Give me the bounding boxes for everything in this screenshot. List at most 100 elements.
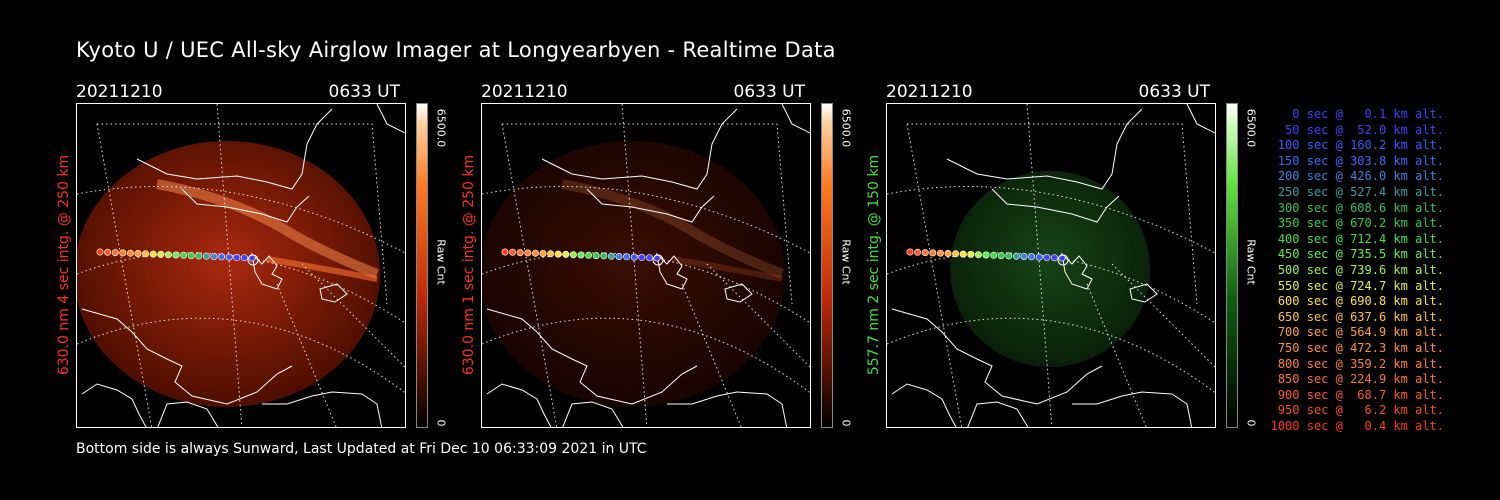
aurora-arc: [156, 179, 379, 279]
trajectory-dot: [149, 250, 157, 258]
trajectory-dot: [142, 250, 150, 258]
graticule: [77, 104, 405, 427]
trajectory-dot: [1020, 253, 1028, 261]
aurora-band: [266, 256, 378, 282]
legend-row: 350 sec @ 670.2 km alt.: [1277, 216, 1444, 231]
trajectory-dot: [210, 253, 218, 261]
legend-row: 700 sec @ 564.9 km alt.: [1277, 325, 1444, 340]
panel-1-svg: [77, 104, 405, 427]
panel-1-date: 20211210: [76, 82, 163, 102]
legend-row: 1000 sec @ 0.4 km alt.: [1270, 418, 1444, 433]
panel-3-image: [886, 103, 1216, 428]
trajectory-dot: [195, 252, 203, 260]
trajectory-dot: [577, 251, 585, 259]
legend-row: 450 sec @ 735.5 km alt.: [1277, 247, 1444, 262]
trajectory-dot: [944, 250, 952, 258]
panel-3-svg: [887, 104, 1215, 427]
trajectory-dot: [569, 251, 577, 259]
legend-row: 400 sec @ 712.4 km alt.: [1277, 231, 1444, 246]
trajectory-dot: [202, 252, 210, 260]
panel-2-svg: [482, 104, 810, 427]
trajectory-dot: [554, 250, 562, 258]
trajectory-dot: [562, 250, 570, 258]
trajectory-dot: [914, 248, 922, 256]
trajectory-dot: [187, 252, 195, 260]
trajectory-dot: [921, 249, 929, 257]
sky-glow: [950, 171, 1150, 367]
trajectory-dot: [531, 249, 539, 257]
station-marker: [247, 254, 259, 266]
trajectory-dot: [225, 253, 233, 261]
trajectory-dot: [516, 249, 524, 257]
legend-row: 850 sec @ 224.9 km alt.: [1277, 372, 1444, 387]
trajectory-dot: [1050, 254, 1058, 262]
trajectory-dot: [607, 252, 615, 260]
sky-glow: [77, 141, 380, 407]
legend-row: 250 sec @ 527.4 km alt.: [1277, 184, 1444, 199]
trajectory-dot: [990, 251, 998, 259]
panel-3-date: 20211210: [886, 82, 973, 102]
panel-1-ylabel: 630.0 nm 4 sec intg. @ 250 km: [56, 154, 72, 376]
legend-row: 500 sec @ 739.6 km alt.: [1277, 262, 1444, 277]
panel-2-colorbar-unit: Raw Cnt: [839, 239, 853, 285]
trajectory-dot: [218, 253, 226, 261]
panel-1-colorbar-unit: Raw Cnt: [434, 239, 448, 285]
trajectory-dot: [1005, 252, 1013, 260]
trajectory-dot: [1043, 253, 1051, 261]
trajectory-dot: [157, 250, 165, 258]
station-marker: [652, 254, 664, 266]
trajectory-dot: [539, 250, 547, 258]
trajectory-dot: [119, 249, 127, 257]
panel-3-colorbar-unit: Raw Cnt: [1244, 239, 1258, 285]
trajectory-dot: [623, 253, 631, 261]
panel-1-colorbar-max: 6500.0: [434, 108, 448, 148]
sky-glow: [482, 141, 785, 407]
legend-row: 650 sec @ 637.6 km alt.: [1277, 309, 1444, 324]
panel-2-date: 20211210: [481, 82, 568, 102]
page-title: Kyoto U / UEC All-sky Airglow Imager at …: [76, 38, 836, 62]
legend-row: 100 sec @ 160.2 km alt.: [1277, 138, 1444, 153]
legend-row: 950 sec @ 6.2 km alt.: [1277, 403, 1444, 418]
trajectory-dot: [974, 251, 982, 259]
trajectory-dot: [982, 251, 990, 259]
legend-row: 200 sec @ 426.0 km alt.: [1277, 169, 1444, 184]
legend-row: 800 sec @ 359.2 km alt.: [1277, 356, 1444, 371]
trajectory-dot: [547, 250, 555, 258]
panel-2-colorbar-max: 6500.0: [839, 108, 853, 148]
panel-1-time: 0633 UT: [328, 82, 401, 102]
legend-row: 750 sec @ 472.3 km alt.: [1277, 340, 1444, 355]
trajectory-dot: [164, 251, 172, 259]
panel-1-image: [76, 103, 406, 428]
panel-3-ylabel: 557.7 nm 2 sec intg. @ 150 km: [866, 154, 882, 376]
aurora-arc: [561, 179, 784, 279]
trajectory-dot: [1035, 253, 1043, 261]
trajectory-dot: [501, 248, 509, 256]
trajectory-dot: [126, 249, 134, 257]
coastline: [81, 104, 405, 427]
panel-1-colorbar: [416, 103, 428, 428]
trajectory-dot: [524, 249, 532, 257]
legend-row: 600 sec @ 690.8 km alt.: [1277, 294, 1444, 309]
trajectory-dot: [638, 253, 646, 261]
trajectory-dot: [240, 254, 248, 262]
trajectory-dot: [936, 249, 944, 257]
legend-row: 900 sec @ 68.7 km alt.: [1277, 387, 1444, 402]
trajectory-legend: 0 sec @ 0.1 km alt. 50 sec @ 52.0 km alt…: [1262, 107, 1444, 434]
graticule: [482, 104, 810, 427]
trajectory: [501, 248, 664, 266]
legend-row: 0 sec @ 0.1 km alt.: [1292, 107, 1444, 121]
panel-3-colorbar-max: 6500.0: [1244, 108, 1258, 148]
panel-1-colorbar-min: 0: [434, 419, 448, 427]
trajectory: [96, 248, 259, 266]
trajectory-dot: [509, 248, 517, 256]
trajectory-dot: [645, 254, 653, 262]
trajectory-dot: [104, 248, 112, 256]
coastline: [891, 104, 1215, 427]
legend-row: 50 sec @ 52.0 km alt.: [1285, 122, 1444, 137]
station-marker: [1057, 254, 1069, 266]
trajectory-dot: [180, 251, 188, 259]
panel-2-time: 0633 UT: [733, 82, 806, 102]
trajectory-dot: [615, 253, 623, 261]
trajectory-dot: [630, 253, 638, 261]
trajectory-dot: [1028, 253, 1036, 261]
